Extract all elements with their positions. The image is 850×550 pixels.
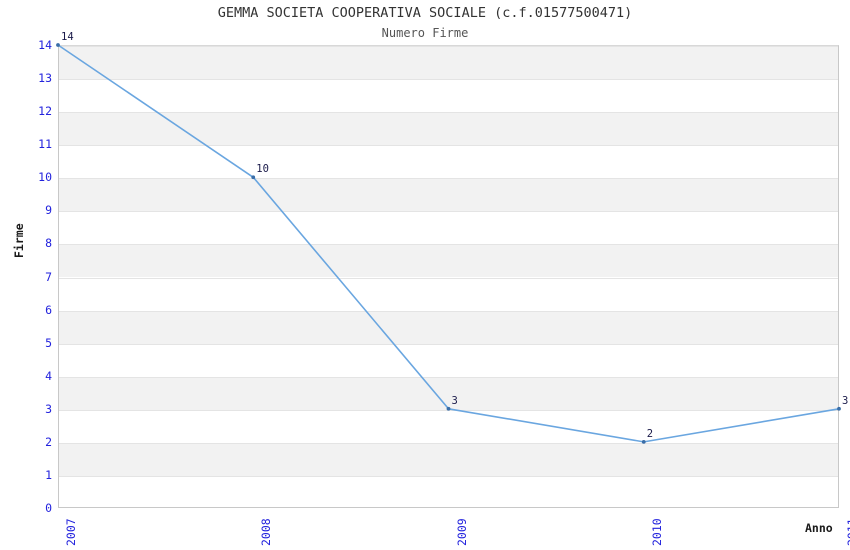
y-axis-tick-label: 8 — [45, 236, 52, 251]
y-axis-tick-label: 0 — [45, 501, 52, 515]
y-axis-tick-label: 10 — [38, 170, 52, 185]
plot-band — [59, 112, 838, 146]
y-axis-tick-label: 14 — [38, 38, 52, 52]
chart-subtitle: Numero Firme — [381, 26, 469, 40]
y-axis-tick-label: 12 — [38, 104, 52, 119]
y-axis-tick-label: 5 — [45, 335, 52, 350]
gridline — [59, 442, 838, 444]
chart-title: GEMMA SOCIETA COOPERATIVA SOCIALE (c.f.0… — [217, 5, 633, 21]
gridline — [59, 409, 838, 411]
gridline — [59, 310, 838, 312]
data-point-label: 3 — [842, 394, 849, 407]
y-axis-tick-label: 11 — [38, 137, 52, 152]
plot-band — [59, 310, 838, 344]
x-axis-tick-label: 2010 — [649, 518, 664, 546]
data-point-label: 2 — [646, 427, 654, 440]
plot-band — [59, 442, 838, 476]
gridline — [59, 112, 838, 114]
gridline — [59, 79, 838, 81]
plot-band — [59, 46, 838, 80]
gridline — [59, 343, 838, 345]
x-axis-tick-label: 2008 — [259, 518, 274, 546]
plot-band — [59, 376, 838, 410]
gridline — [59, 145, 838, 147]
y-axis-tick-labels: 0 1 2 3 4 5 6 7 8 9 10 11 12 13 14 — [0, 0, 52, 550]
y-axis-tick-label: 6 — [45, 302, 52, 317]
y-axis-tick-label: 3 — [45, 401, 52, 416]
gridline — [59, 475, 838, 477]
gridline — [59, 277, 838, 279]
y-axis-tick-label: 1 — [45, 467, 52, 482]
plot-band — [59, 244, 838, 278]
x-axis-tick-label: 2011 — [845, 518, 850, 546]
gridline — [59, 211, 838, 213]
gridline — [59, 244, 838, 246]
plot-band — [59, 178, 838, 212]
data-point-label: 10 — [256, 163, 269, 176]
data-point-label: 3 — [451, 394, 458, 407]
y-axis-tick-label: 13 — [38, 71, 52, 86]
y-axis-tick-label: 7 — [45, 269, 52, 284]
gridline — [59, 376, 838, 378]
y-axis-title: Firme — [12, 223, 26, 258]
x-axis-tick-label: 2007 — [64, 518, 78, 546]
y-axis-tick-label: 2 — [45, 434, 52, 449]
plot-area — [58, 45, 839, 508]
gridline — [59, 46, 838, 47]
gridline — [59, 178, 838, 180]
y-axis-tick-label: 9 — [45, 203, 52, 218]
x-axis-title: Anno — [805, 521, 833, 535]
x-axis-tick-label: 2009 — [454, 518, 469, 546]
data-point-label: 14 — [61, 31, 74, 43]
y-axis-tick-label: 4 — [45, 368, 52, 383]
